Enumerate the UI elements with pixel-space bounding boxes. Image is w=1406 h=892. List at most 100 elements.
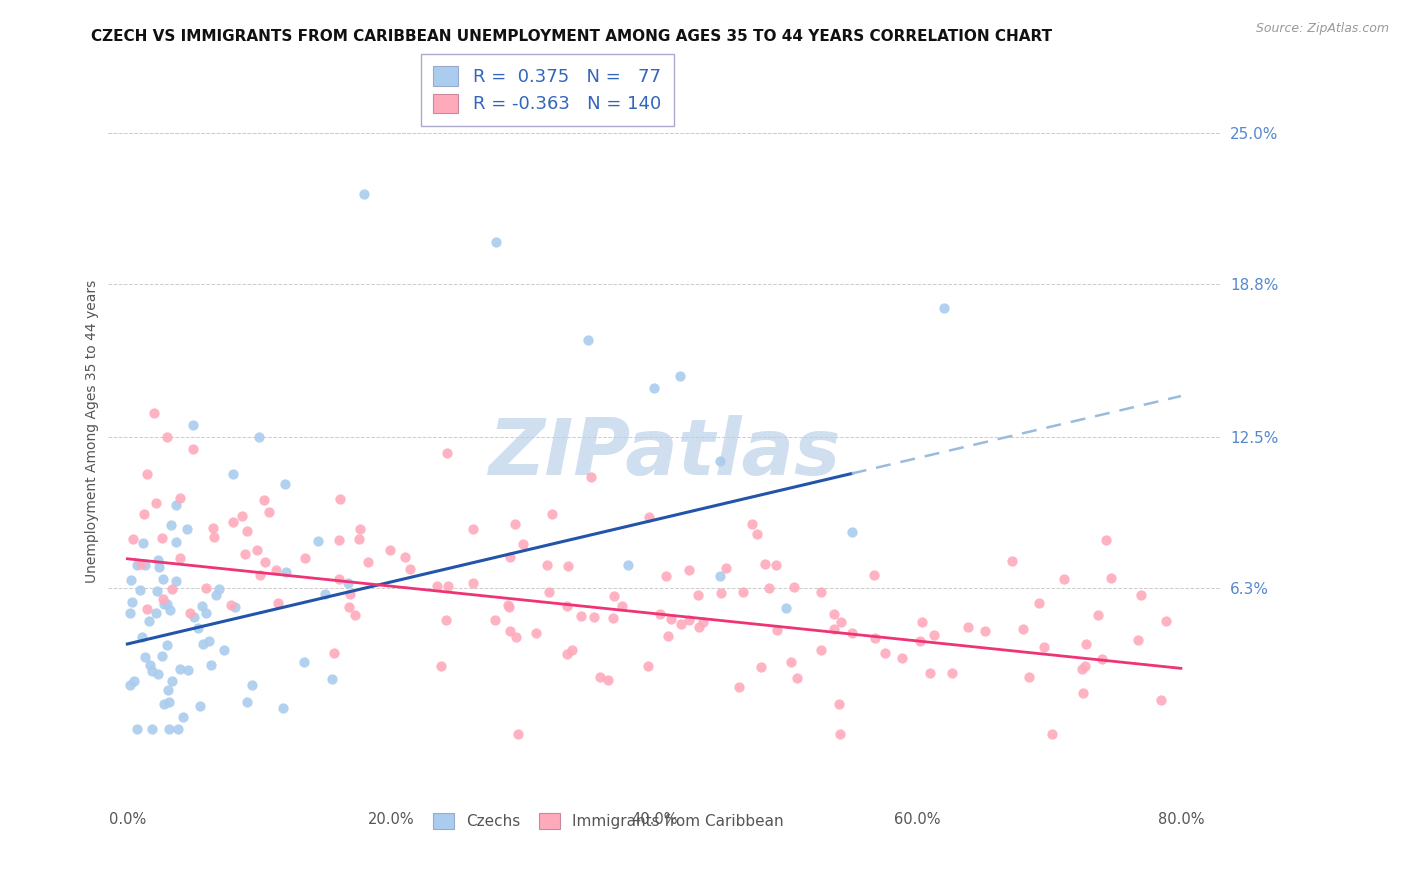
Point <box>145 606 167 620</box>
Point <box>231 508 253 523</box>
Point <box>321 672 343 686</box>
Point <box>274 565 297 579</box>
Point <box>524 626 547 640</box>
Point <box>692 615 714 630</box>
Point <box>152 572 174 586</box>
Point <box>274 477 297 491</box>
Point <box>142 406 165 420</box>
Point <box>148 560 170 574</box>
Point <box>678 563 700 577</box>
Point <box>710 585 733 599</box>
Point <box>678 614 700 628</box>
Point <box>1087 608 1109 623</box>
Point <box>187 622 209 636</box>
Point <box>152 592 174 607</box>
Point <box>153 697 176 711</box>
Point <box>236 695 259 709</box>
Point <box>314 587 336 601</box>
Point <box>669 369 692 384</box>
Point <box>353 186 375 201</box>
Point <box>118 606 141 620</box>
Point <box>657 629 679 643</box>
Point <box>823 623 845 637</box>
Point <box>150 531 173 545</box>
Point <box>911 615 934 630</box>
Point <box>638 510 661 524</box>
Point <box>863 568 886 582</box>
Point <box>129 558 152 572</box>
Point <box>146 552 169 566</box>
Point <box>122 533 145 547</box>
Point <box>141 723 163 737</box>
Point <box>541 507 564 521</box>
Point <box>156 597 179 611</box>
Point <box>159 603 181 617</box>
Point <box>686 588 709 602</box>
Point <box>399 562 422 576</box>
Point <box>932 301 955 315</box>
Point <box>337 600 360 615</box>
Point <box>273 701 295 715</box>
Point <box>974 624 997 639</box>
Point <box>643 381 665 395</box>
Point <box>1150 693 1173 707</box>
Point <box>219 598 242 612</box>
Point <box>380 542 402 557</box>
Point <box>659 612 682 626</box>
Text: CZECH VS IMMIGRANTS FROM CARIBBEAN UNEMPLOYMENT AMONG AGES 35 TO 44 YEARS CORREL: CZECH VS IMMIGRANTS FROM CARIBBEAN UNEMP… <box>91 29 1053 44</box>
Point <box>485 235 508 250</box>
Point <box>602 611 624 625</box>
Y-axis label: Unemployment Among Ages 35 to 44 years: Unemployment Among Ages 35 to 44 years <box>86 279 100 582</box>
Point <box>576 333 599 347</box>
Point <box>138 614 160 628</box>
Point <box>669 616 692 631</box>
Point <box>172 709 194 723</box>
Point <box>134 558 156 572</box>
Point <box>555 647 578 661</box>
Point <box>257 505 280 519</box>
Point <box>749 659 772 673</box>
Point <box>222 467 245 481</box>
Point <box>924 627 946 641</box>
Point <box>1130 588 1153 602</box>
Point <box>823 607 845 621</box>
Point <box>156 638 179 652</box>
Point <box>1071 662 1094 676</box>
Point <box>688 620 710 634</box>
Point <box>505 630 527 644</box>
Point <box>191 638 214 652</box>
Point <box>786 671 808 685</box>
Point <box>830 615 852 629</box>
Point <box>264 563 287 577</box>
Point <box>512 537 534 551</box>
Point <box>1074 637 1097 651</box>
Point <box>160 517 183 532</box>
Point <box>205 588 228 602</box>
Point <box>159 695 181 709</box>
Point <box>121 595 143 609</box>
Point <box>194 581 217 595</box>
Point <box>890 650 912 665</box>
Point <box>181 442 204 457</box>
Point <box>648 607 671 622</box>
Point <box>498 550 520 565</box>
Point <box>349 523 371 537</box>
Point <box>1071 686 1094 700</box>
Point <box>714 561 737 575</box>
Point <box>745 527 768 541</box>
Point <box>165 574 187 588</box>
Point <box>783 581 806 595</box>
Point <box>247 430 270 444</box>
Point <box>145 496 167 510</box>
Point <box>152 648 174 663</box>
Point <box>461 576 484 591</box>
Point <box>197 634 219 648</box>
Point <box>941 665 963 680</box>
Point <box>165 498 187 512</box>
Point <box>1040 727 1063 741</box>
Point <box>132 507 155 521</box>
Point <box>617 558 640 572</box>
Point <box>426 579 449 593</box>
Point <box>156 430 179 444</box>
Point <box>555 599 578 613</box>
